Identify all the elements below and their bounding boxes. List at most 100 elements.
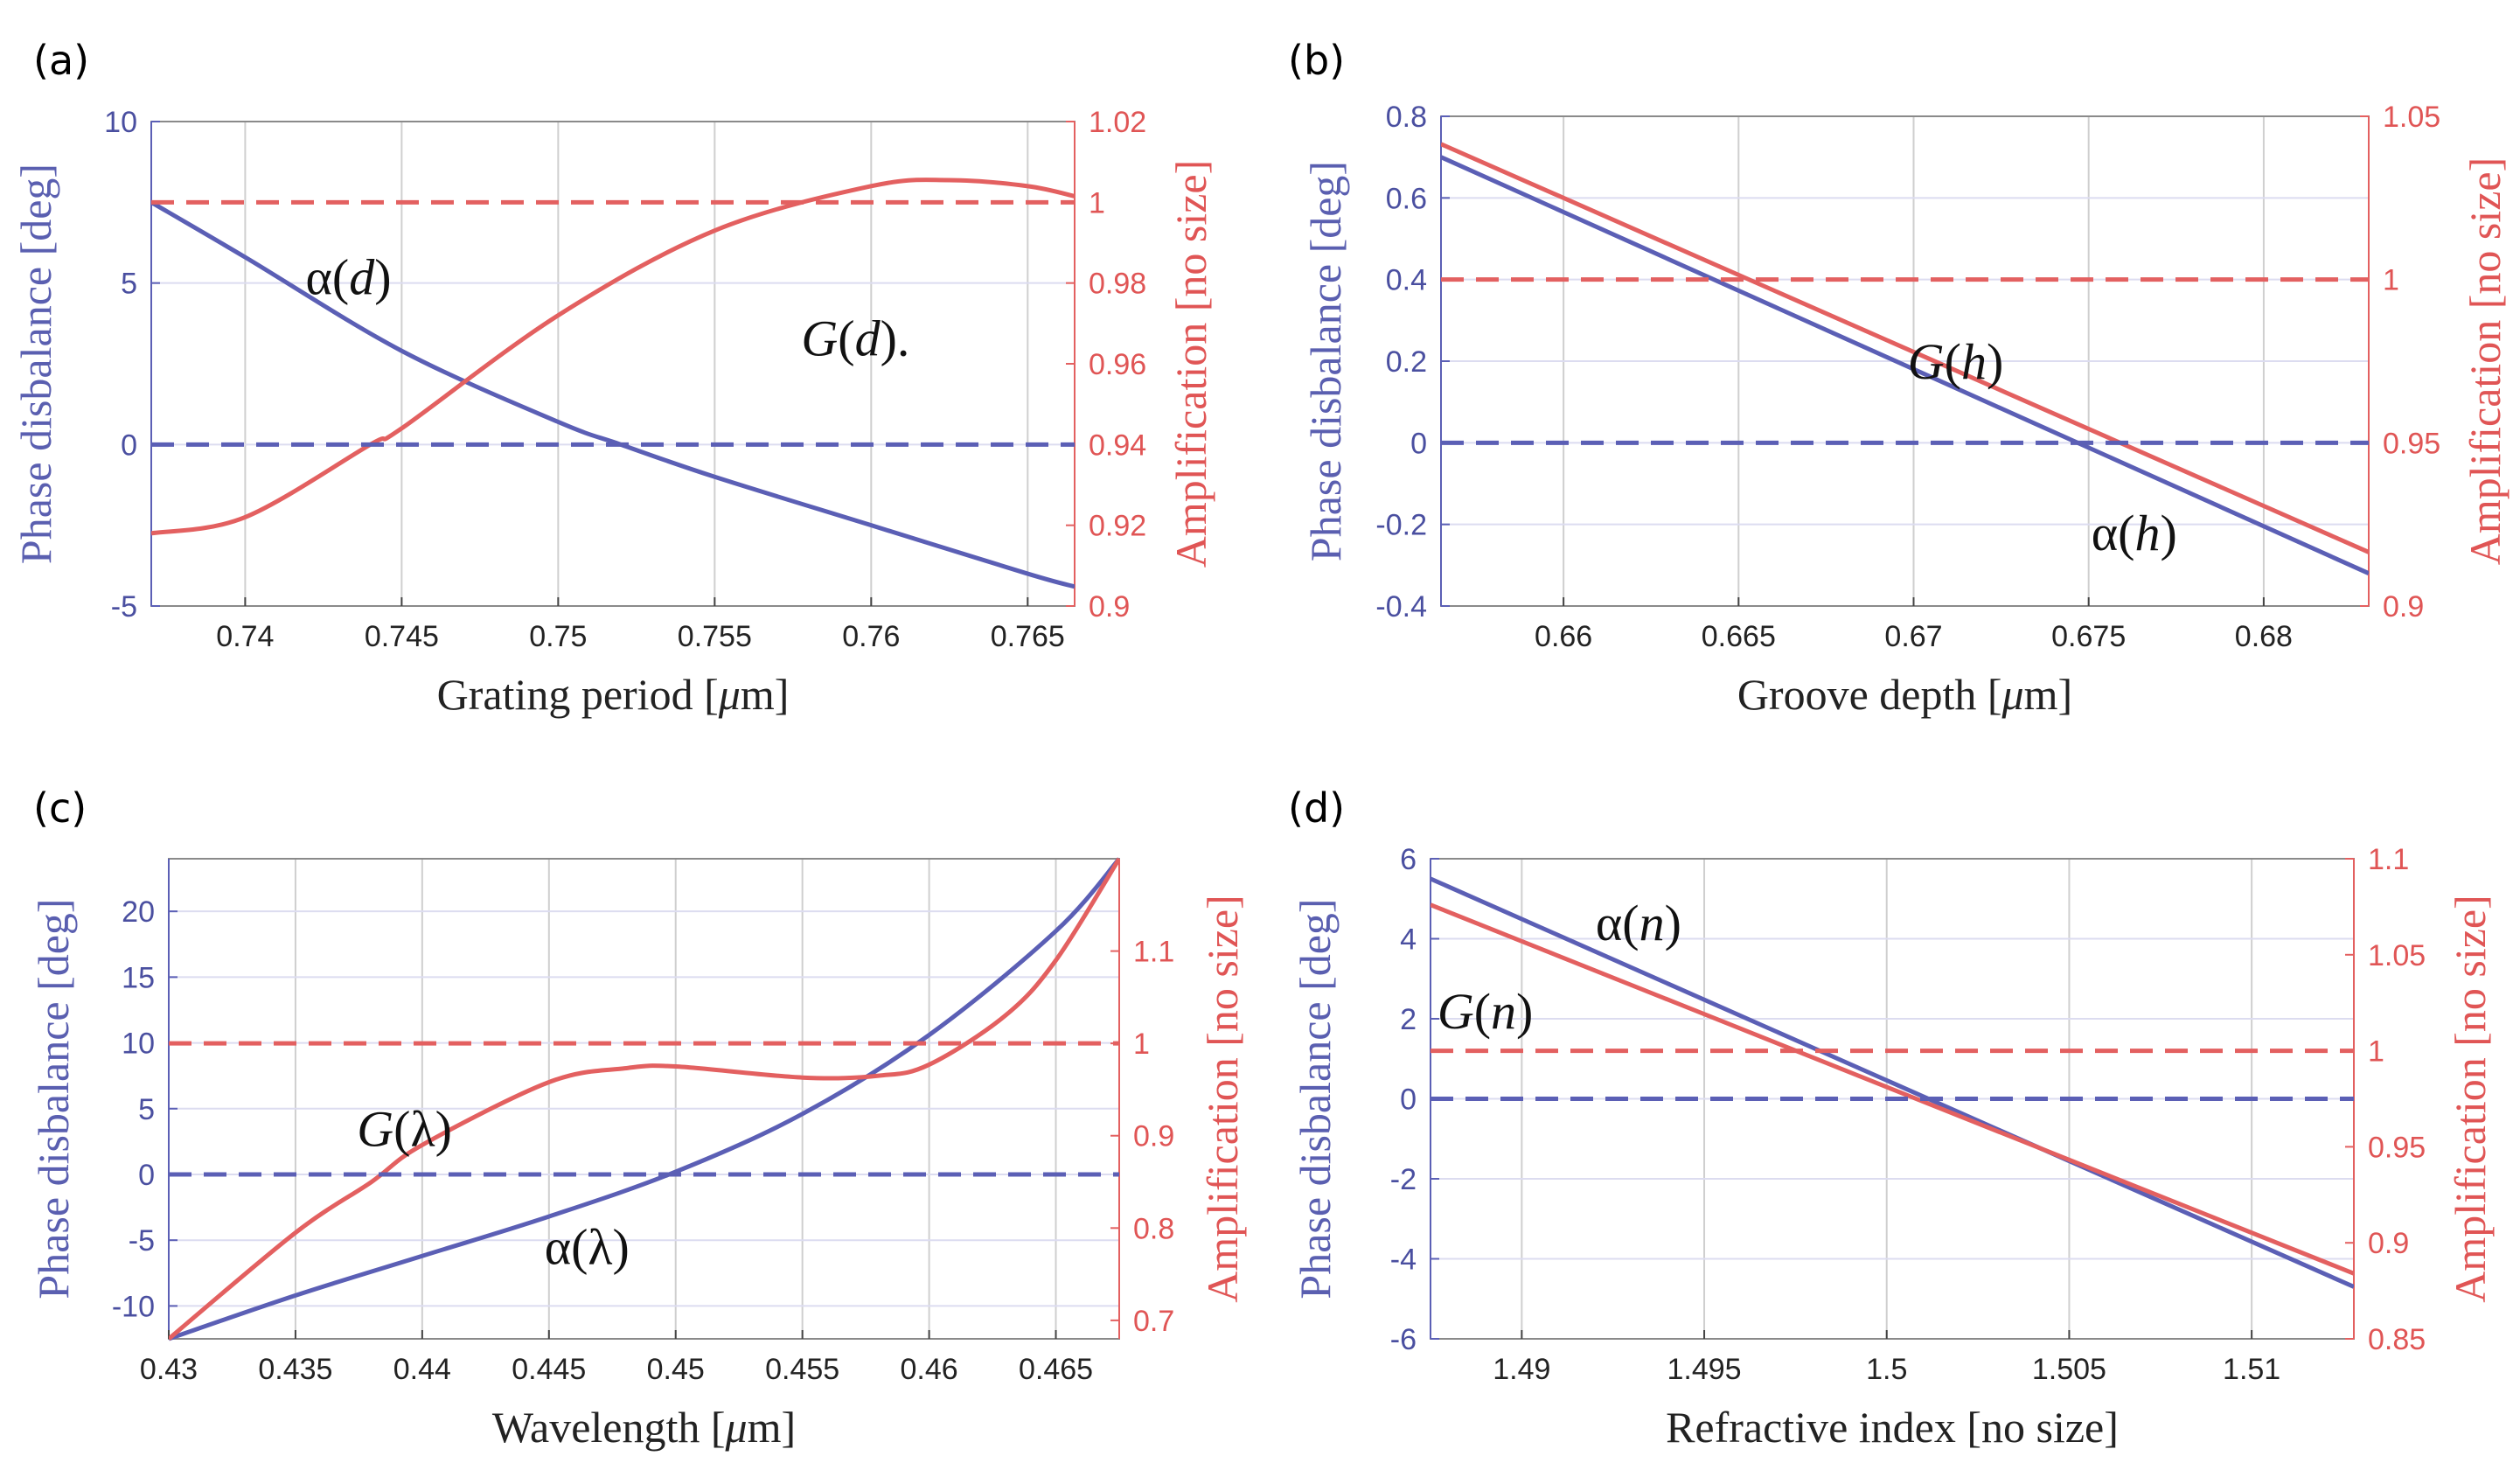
curve-annotation: G(d).: [801, 310, 909, 366]
y-left-tick-label: -5: [129, 1224, 155, 1258]
x-tick-label: 0.66: [1535, 620, 1592, 653]
y-right-tick-label: 0.85: [2368, 1323, 2426, 1356]
x-tick-label: 0.68: [2235, 620, 2293, 653]
y-right-tick-label: 1.1: [2368, 843, 2409, 876]
y-left-tick-label: 0.4: [1386, 264, 1427, 297]
x-tick-label: 1.49: [1493, 1353, 1550, 1386]
y-right-tick-label: 1: [1089, 186, 1105, 219]
y-left-tick-label: 0.8: [1386, 101, 1427, 134]
chart-panel-c: (c) 0.43 0.435 0.44 0.445 0.45 0.455 0.46 0.465 -…: [29, 784, 1247, 1452]
curve-annotation: G(λ): [357, 1100, 452, 1157]
y-right-axis-title: Amplification [no size]: [1166, 160, 1215, 568]
y-right-tick-label: 0.98: [1089, 268, 1146, 301]
y-left-tick-label: 5: [138, 1093, 155, 1126]
x-tick-label: 0.44: [393, 1353, 451, 1386]
x-tick-label: 0.465: [1019, 1353, 1093, 1386]
y-left-tick-label: -10: [112, 1290, 155, 1323]
y-left-tick-label: -5: [111, 590, 137, 624]
series-line-phase: [169, 857, 1119, 1341]
y-left-tick-label: 0.6: [1386, 182, 1427, 215]
y-left-tick-label: 0: [121, 428, 137, 462]
curve-annotation: α(n): [1596, 895, 1681, 951]
y-right-axis-title: Amplification [no size]: [1198, 895, 1247, 1303]
x-tick-label: 0.43: [140, 1353, 198, 1386]
panel-label: (a): [33, 37, 89, 84]
y-right-axis-title: Amplification [no size]: [2446, 895, 2495, 1303]
series-line-phase: [1431, 876, 2354, 1289]
y-right-tick-label: 1.05: [2383, 101, 2440, 134]
series-line-amplification: [1441, 142, 2369, 554]
y-right-tick-label: 0.8: [1133, 1212, 1174, 1245]
x-tick-label: 0.76: [842, 620, 900, 653]
y-right-tick-label: 1: [2368, 1035, 2384, 1069]
y-right-tick-label: 1.02: [1089, 106, 1146, 139]
x-tick-label: 1.5: [1866, 1353, 1907, 1386]
y-left-axis-title: Phase disbalance [deg]: [11, 164, 60, 564]
y-right-tick-label: 0.94: [1089, 428, 1146, 462]
y-left-tick-label: 5: [121, 268, 137, 301]
x-tick-label: 0.755: [678, 620, 752, 653]
y-right-tick-label: 0.9: [2383, 590, 2424, 624]
x-tick-label: 0.765: [991, 620, 1065, 653]
x-tick-label: 1.51: [2223, 1353, 2280, 1386]
y-right-tick-label: 0.9: [1089, 590, 1130, 624]
y-left-axis-title: Phase disbalance [deg]: [1301, 161, 1350, 561]
chart-panel-d: (d) 1.49 1.495 1.5 1.505 1.51 -6 -4 -2 0 2 4 6 0.85 0.…: [1288, 784, 2495, 1452]
y-left-tick-label: 0: [1410, 427, 1427, 460]
series-line-amplification: [1431, 902, 2354, 1276]
x-axis-title: Wavelength [μm]: [492, 1403, 796, 1452]
y-right-tick-label: 0.95: [2368, 1131, 2426, 1164]
y-left-tick-label: -0.2: [1375, 509, 1427, 542]
plot-frame: [168, 858, 1120, 1340]
panel-label: (c): [33, 784, 87, 832]
x-tick-label: 0.46: [901, 1353, 958, 1386]
y-right-tick-label: 0.92: [1089, 510, 1146, 543]
y-right-tick-label: 1: [2383, 264, 2399, 297]
x-axis-title: Groove depth [μm]: [1737, 670, 2072, 719]
panel-label: (b): [1288, 37, 1345, 84]
series-line-amplification: [169, 857, 1119, 1341]
x-tick-label: 0.445: [512, 1353, 586, 1386]
series-line-phase: [1441, 155, 2369, 575]
y-left-tick-label: -2: [1390, 1163, 1417, 1196]
curve-annotation: α(h): [2092, 505, 2177, 561]
y-left-tick-label: 4: [1400, 923, 1417, 957]
y-right-tick-label: 0.7: [1133, 1305, 1174, 1338]
chart-panel-b: (b) 0.66 0.665 0.67 0.675 0.68 -0.4 -0.2 0 0.2 0.4…: [1288, 37, 2510, 719]
y-left-tick-label: 0: [138, 1159, 155, 1192]
x-axis-title: Refractive index [no size]: [1666, 1403, 2119, 1452]
x-tick-label: 0.45: [647, 1353, 705, 1386]
y-right-axis-title: Amplification [no size]: [2461, 157, 2510, 566]
x-tick-label: 0.435: [258, 1353, 332, 1386]
x-tick-label: 0.75: [529, 620, 587, 653]
panel-label: (d): [1288, 784, 1345, 832]
y-left-tick-label: 10: [122, 1028, 155, 1061]
y-right-tick-label: 0.96: [1089, 348, 1146, 381]
series-line-phase: [151, 200, 1075, 589]
x-tick-label: 0.675: [2051, 620, 2126, 653]
y-left-tick-label: -4: [1390, 1244, 1417, 1277]
x-tick-label: 0.745: [365, 620, 439, 653]
y-right-tick-label: 0.95: [2383, 427, 2440, 460]
x-axis-title: Grating period [μm]: [437, 670, 790, 719]
x-tick-label: 0.665: [1702, 620, 1776, 653]
y-left-tick-label: 15: [122, 961, 155, 994]
chart-panel-a: (a) 0.74 0.745 0.75 0.755 0.76 0.765 -5 0 5 10 0.9 0…: [11, 37, 1215, 719]
series-line-amplification: [151, 178, 1075, 536]
y-left-tick-label: 0.2: [1386, 345, 1427, 379]
x-tick-label: 0.67: [1884, 620, 1942, 653]
plot-frame: [150, 121, 1076, 607]
y-left-tick-label: 6: [1400, 843, 1417, 876]
y-right-tick-label: 1.05: [2368, 939, 2426, 972]
y-left-tick-label: 10: [104, 106, 137, 139]
y-right-tick-label: 1: [1133, 1028, 1150, 1061]
x-tick-label: 0.74: [216, 620, 274, 653]
y-right-tick-label: 1.1: [1133, 936, 1174, 969]
y-left-tick-label: 0: [1400, 1083, 1417, 1117]
curve-annotation: α(d): [305, 248, 391, 305]
y-left-tick-label: 20: [122, 895, 155, 929]
curve-annotation: G(n): [1438, 983, 1534, 1040]
y-right-tick-label: 0.9: [1133, 1120, 1174, 1153]
y-left-tick-label: 2: [1400, 1003, 1417, 1036]
